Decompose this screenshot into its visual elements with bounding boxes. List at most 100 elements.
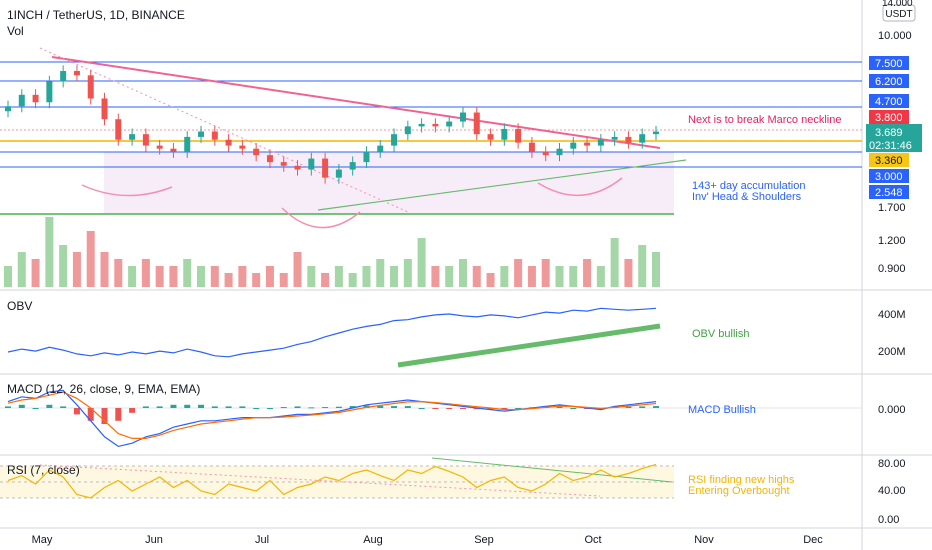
macd-hist-bar	[363, 405, 370, 408]
volume-bars	[4, 217, 660, 287]
volume-bar	[334, 266, 343, 287]
obv-tick-200m: 200M	[878, 346, 906, 358]
macd-hist-bar	[253, 408, 260, 409]
time-tick-may: May	[32, 534, 53, 546]
volume-bar	[307, 266, 316, 287]
candle-body	[129, 134, 136, 140]
macd-hist-bar	[570, 408, 577, 409]
obv-trend-line	[397, 323, 661, 368]
macd-hist-bar	[184, 404, 191, 408]
volume-bar	[638, 245, 647, 287]
candle-body	[211, 131, 218, 140]
volume-bar	[45, 217, 54, 287]
candle-body	[101, 98, 108, 120]
candle-body	[625, 136, 632, 143]
time-axis: May Jun Jul Aug Sep Oct Nov Dec	[32, 534, 824, 546]
candle-body	[60, 71, 67, 82]
obv-title: OBV	[7, 299, 32, 313]
obv-annotation: OBV bullish	[692, 328, 749, 340]
candle-body	[404, 126, 411, 135]
price-badges: 7.500 6.200 4.700 3.800 3.689 02:31:46 3…	[866, 56, 922, 199]
macd-hist-bar	[156, 406, 163, 408]
volume-bar	[624, 259, 633, 287]
volume-bar	[114, 259, 123, 287]
rsi-tick-80: 80.00	[878, 458, 906, 470]
volume-bar	[31, 259, 40, 287]
badge-countdown: 02:31:46	[869, 140, 912, 152]
badge-last-bg	[866, 124, 922, 152]
badge-4700-bg	[869, 94, 909, 108]
candle-body	[570, 142, 577, 149]
macd-hist-bar	[60, 406, 67, 408]
volume-bar	[238, 266, 247, 287]
macd-hist-bar	[446, 408, 453, 409]
volume-bar	[362, 266, 371, 287]
candle-body	[459, 112, 466, 122]
volume-bar	[472, 266, 481, 287]
rsi-tick-0: 0.00	[878, 514, 899, 526]
macd-hist-bar	[198, 404, 205, 408]
badge-3800-bg	[869, 110, 909, 124]
volume-bar	[197, 266, 206, 287]
currency-box[interactable]	[882, 4, 916, 22]
candle-body	[611, 136, 618, 140]
macd-hist-bar	[266, 408, 273, 409]
candle-body	[446, 121, 453, 127]
candle-body	[156, 145, 163, 149]
badge-2548: 2.548	[875, 187, 903, 199]
macd-hist-bar	[129, 408, 136, 413]
candle-body	[87, 75, 94, 99]
rsi-trend-line	[431, 457, 673, 483]
volume-bar	[652, 252, 660, 287]
dotted-trendline	[39, 47, 409, 213]
volume-bar	[500, 266, 509, 287]
time-tick-jun: Jun	[145, 534, 163, 546]
volume-bar	[210, 266, 219, 287]
head-arc	[281, 207, 361, 229]
volume-bar	[59, 245, 68, 287]
candle-body	[294, 165, 301, 170]
top-scale-label: 14.000	[882, 0, 913, 9]
macd-hist-bar	[625, 406, 632, 408]
vol-label: Vol	[7, 24, 24, 38]
candle-body	[322, 158, 329, 178]
macd-hist-bar	[170, 404, 177, 408]
volume-bar	[100, 252, 109, 287]
macd-hist-bar	[211, 406, 218, 408]
macd-hist-bar	[5, 406, 11, 408]
volume-bar	[596, 266, 605, 287]
candle-body	[5, 106, 11, 112]
time-tick-sep: Sep	[474, 534, 494, 546]
macd-hist-bar	[18, 404, 25, 408]
candle-body	[542, 151, 549, 156]
macd-hist-bar	[322, 407, 329, 409]
macd-hist-bar	[308, 407, 315, 409]
badge-3360-bg	[869, 153, 909, 167]
badge-4700: 4.700	[875, 96, 903, 108]
symbol-title: 1INCH / TetherUS, 1D, BINANCE	[7, 8, 185, 22]
obv-tick-400m: 400M	[878, 309, 906, 321]
macd-hist-bar	[515, 408, 522, 409]
badge-3360: 3.360	[875, 155, 903, 167]
badge-7500-bg	[869, 56, 909, 70]
descending-trendline	[51, 56, 661, 149]
macd-hist-bar	[501, 408, 508, 410]
candle-body	[73, 71, 80, 76]
badge-7500: 7.500	[875, 58, 903, 70]
candle-body	[18, 94, 25, 107]
macd-hist-bar	[404, 406, 411, 408]
macd-hist-bar	[473, 408, 480, 410]
volume-bar	[265, 266, 274, 287]
macd-tick-zero: 0.000	[878, 404, 906, 416]
volume-bar	[527, 266, 536, 287]
candle-body	[377, 145, 384, 152]
badge-last-price: 3.689	[875, 127, 903, 139]
candle-body	[639, 134, 646, 143]
macd-hist-bar	[556, 406, 563, 408]
badge-6200: 6.200	[875, 76, 903, 88]
price-tick-1200: 1.200	[878, 235, 906, 247]
candle-body	[528, 142, 535, 152]
rsi-line	[7, 463, 657, 499]
macd-hist-bar	[46, 404, 53, 408]
